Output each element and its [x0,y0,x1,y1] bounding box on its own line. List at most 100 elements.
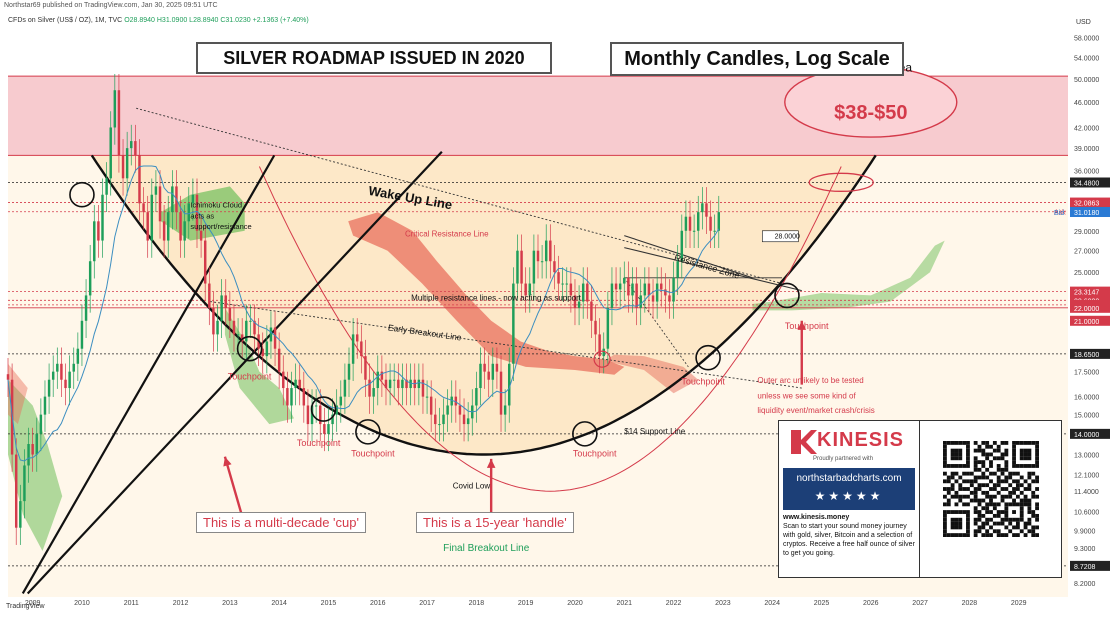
candle-body [565,283,568,285]
y-tick-label: 39.0000 [1074,146,1099,153]
qr-module [943,460,947,465]
candle-body [43,396,47,415]
qr-module [992,483,997,488]
qr-module [1012,487,1016,491]
northstar-banner[interactable]: northstarbadcharts.com ★★★★★ [783,468,915,510]
candle-body [713,230,716,232]
qr-module [977,498,982,503]
candle-body [512,283,515,364]
qr-module [962,502,967,507]
candle-body [27,444,30,466]
candle-body [458,405,462,415]
candle-body [610,283,614,308]
qr-module [1023,533,1028,537]
x-tick-label: 2019 [518,600,534,607]
qr-module [1031,533,1036,537]
candle-body [232,320,236,335]
candle-body [162,221,166,241]
qr-module [966,517,970,522]
y-tick-label: 13.0000 [1074,453,1099,460]
qr-module [943,502,947,507]
candle-body [709,216,712,231]
y-tick-label: 42.0000 [1074,125,1099,132]
qr-module [950,475,955,480]
candle-body [623,277,626,284]
candle-body [717,212,721,231]
candle-body [286,388,289,406]
qr-module [969,490,974,495]
candle-body [105,178,108,195]
qr-module [989,444,993,449]
qr-module [989,502,993,507]
candle-body [368,379,371,397]
qr-module [1008,517,1013,522]
qr-module [1004,479,1009,484]
candle-body [573,295,577,308]
kinesis-ad-panel[interactable]: KINESIS Proudly partnered with northstar… [778,420,1062,578]
candle-body [380,371,384,380]
price-tag [1070,560,1110,571]
qr-module [985,529,990,534]
x-tick-label: 2028 [962,600,978,607]
x-tick-label: 2017 [419,600,435,607]
qr-code-icon[interactable] [943,441,1039,537]
candle-body [298,379,301,389]
candle-body [179,212,182,241]
qr-module [966,525,970,530]
qr-module [1023,487,1028,491]
qr-module [992,502,997,507]
tradingview-logo: TradingView [6,603,45,610]
candle-body [236,334,240,336]
qr-module [943,525,947,530]
symbol-line: CFDs on Silver (US$ / OZ), 1M, TVC O28.8… [8,17,309,24]
final-breakout-line [21,154,276,594]
qr-module [958,498,963,503]
qr-module [1015,502,1020,507]
candle-body [117,90,121,156]
candle-body [97,221,100,241]
qr-module [954,494,959,499]
y-tick-label: 8.2000 [1074,581,1096,588]
kinesis-url[interactable]: www.kinesis.money [783,514,850,521]
symbol-name: CFDs on Silver (US$ / OZ), 1M, TVC [8,17,123,24]
qr-module [966,464,970,468]
kinesis-promo: www.kinesis.money Scan to start your sou… [783,513,917,558]
chart-title: SILVER ROADMAP ISSUED IN 2020 [196,42,552,74]
price-box [762,230,799,243]
qr-module [996,464,1001,468]
qr-module [977,510,982,514]
candle-body [475,388,478,406]
qr-module [981,471,986,476]
qr-module [969,498,974,503]
qr-module [1000,487,1005,491]
qr-module [996,513,1001,518]
qr-module [958,483,963,488]
price-tag-label: 23.3147 [1074,290,1099,297]
candle-body [208,283,211,308]
candle-body [618,283,622,290]
y-tick-label: 9.9000 [1074,529,1096,536]
qr-module [969,483,974,488]
candle-body [347,363,351,380]
qr-module [1000,467,1005,472]
qr-module [996,479,1001,484]
price-tag-label: 21.0000 [1074,319,1099,326]
qr-module [1015,441,1020,445]
candle-body [212,307,215,335]
candle-body [701,203,704,213]
qr-module [1019,464,1024,468]
qr-module [1031,510,1036,514]
qr-module [1023,525,1028,530]
candle-body [676,261,679,278]
candle-body [417,379,421,389]
candle-body [273,327,277,349]
x-tick-label: 2025 [814,600,830,607]
candle-body [314,405,318,407]
qr-module [973,448,978,453]
axis-unit: USD [1076,19,1091,26]
qr-module [958,475,963,480]
qr-module [966,448,970,453]
qr-module [1027,448,1032,453]
qr-module [985,441,990,445]
qr-module [992,494,997,499]
